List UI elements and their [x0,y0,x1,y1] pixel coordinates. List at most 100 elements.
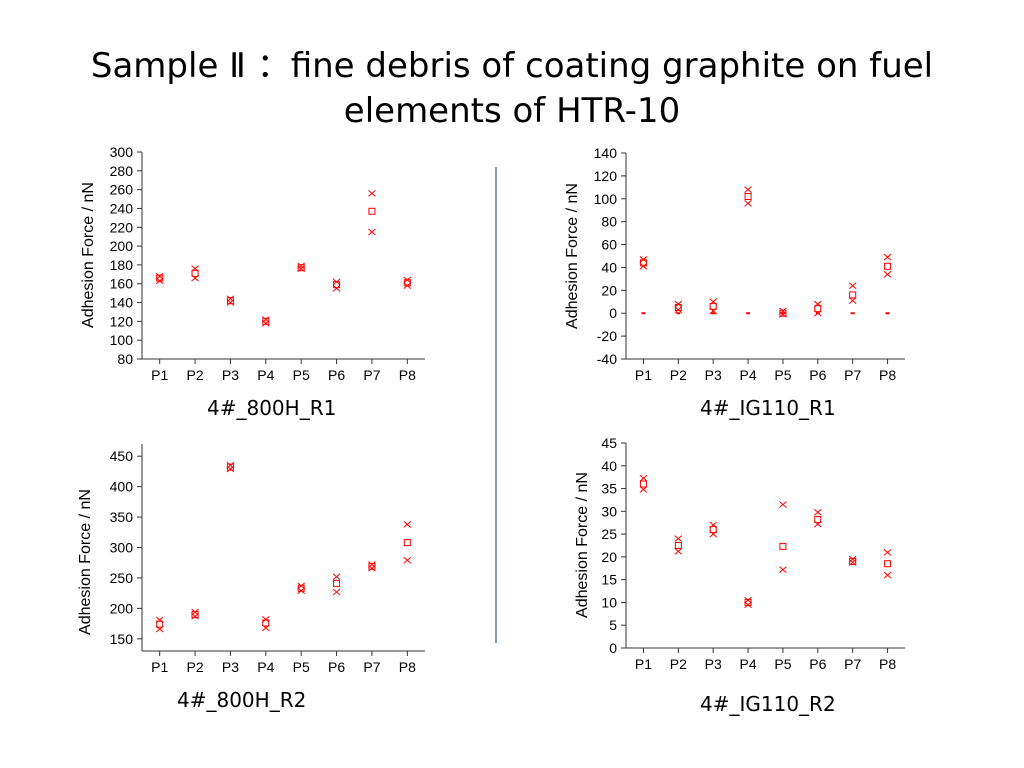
y-tick-label: 0 [609,640,617,656]
data-point-square [262,619,270,627]
y-tick-label: 450 [110,448,134,464]
y-axis-label: Adhesion Force / nN [564,183,581,329]
data-point-x [226,465,235,473]
slide-title: Sample Ⅱ ：fine debris of coating graphit… [60,44,964,134]
data-point-x [155,616,164,624]
data-point-x [332,573,341,581]
x-tick-label: P3 [705,367,722,383]
title-line-2: elements of HTR-10 [343,91,681,131]
data-point-square [814,305,822,313]
data-point-square [849,557,857,565]
x-tick-label: P3 [222,659,239,675]
data-point-square [262,317,270,325]
data-point-x [368,564,376,572]
data-point-x [709,298,718,306]
y-tick-label: 20 [601,282,617,298]
x-tick-label: P3 [705,656,722,672]
data-point-square [156,620,164,628]
data-point-x [813,300,822,308]
y-tick-label: 40 [601,458,617,474]
x-tick-label: P6 [328,367,345,383]
y-tick-label: 200 [110,238,134,254]
data-point-square [884,560,892,568]
data-point-x [368,190,376,197]
data-point-x [779,566,787,574]
chart-800h-r2: 150 200 250 300 350 400 450 P1 P2 P3 P4 P5 P6 P7 P8 Adh… [77,444,425,675]
data-point-square [779,309,787,317]
y-tick-label: 45 [601,435,617,451]
x-tick-label: P8 [879,367,896,383]
x-tick-label: P4 [740,367,757,383]
x-tick-label: P5 [774,367,791,383]
y-tick-label: 160 [110,276,134,292]
data-point-square [709,526,717,534]
y-tick-label: 100 [110,332,134,348]
x-tick-label: P2 [670,656,687,672]
data-point-x [883,270,892,278]
data-point-square [403,279,411,287]
data-point-x [191,612,199,620]
data-point-x [848,555,857,563]
y-tick-label: 10 [601,594,617,610]
data-point-x [883,548,892,556]
data-point-square [191,610,199,618]
data-point-x [883,253,892,261]
data-point-x [674,535,683,543]
data-point-x [297,587,306,595]
y-tick-label: 80 [117,351,133,367]
data-point-x [261,615,270,623]
x-tick-label: P6 [809,656,826,672]
data-point-x [297,262,306,270]
data-point-x [744,199,752,207]
data-point-x [368,228,376,236]
data-point-x [297,582,306,590]
data-point-x [744,601,752,609]
y-tick-label: 120 [110,313,134,329]
data-point-square [639,259,647,267]
data-point-x [261,316,270,323]
x-tick-label: P4 [257,367,274,383]
y-tick-label: 80 [601,214,617,230]
x-tick-label: P7 [363,367,380,383]
data-point-square [639,480,647,488]
data-point-x [709,521,718,529]
data-point-square [156,274,164,282]
y-tick-label: 260 [110,182,134,198]
data-point-square [884,262,892,270]
data-point-x [883,571,892,579]
y-axis-label: Adhesion Force / nN [80,182,97,328]
y-tick-label: 120 [594,168,618,184]
data-point-square [226,297,234,305]
y-tick-label: 350 [110,509,134,525]
data-point-square [191,269,199,277]
y-tick-label: -20 [597,328,617,344]
x-tick-label: P5 [293,367,310,383]
y-tick-label: 220 [110,219,134,235]
data-point-square [674,304,682,311]
x-tick-label: P4 [257,659,274,675]
data-point-square [709,302,717,310]
data-point-square [814,516,822,524]
y-tick-label: 180 [110,257,134,273]
x-tick-label: P6 [328,659,345,675]
title-line-1: Sample Ⅱ ：fine debris of coating graphit… [90,46,934,86]
x-tick-label: P7 [844,656,861,672]
y-tick-label: 0 [609,305,617,321]
data-point-square [333,281,341,289]
y-tick-label: 400 [110,479,134,495]
x-tick-label: P2 [187,659,204,675]
y-tick-label: 300 [110,144,134,160]
panel-divider [495,167,497,643]
y-tick-label: 40 [601,259,617,275]
x-tick-label: P1 [635,656,652,672]
x-tick-label: P6 [809,367,826,383]
data-point-square [744,192,752,200]
x-tick-label: P1 [151,659,168,675]
caption-800h-r1: 4#_800H_R1 [207,396,337,420]
y-tick-label: 35 [601,481,617,497]
y-axis-label: Adhesion Force / nN [574,472,591,618]
data-point-square [333,579,341,587]
data-point-square [368,207,376,215]
data-point-square [226,463,234,471]
